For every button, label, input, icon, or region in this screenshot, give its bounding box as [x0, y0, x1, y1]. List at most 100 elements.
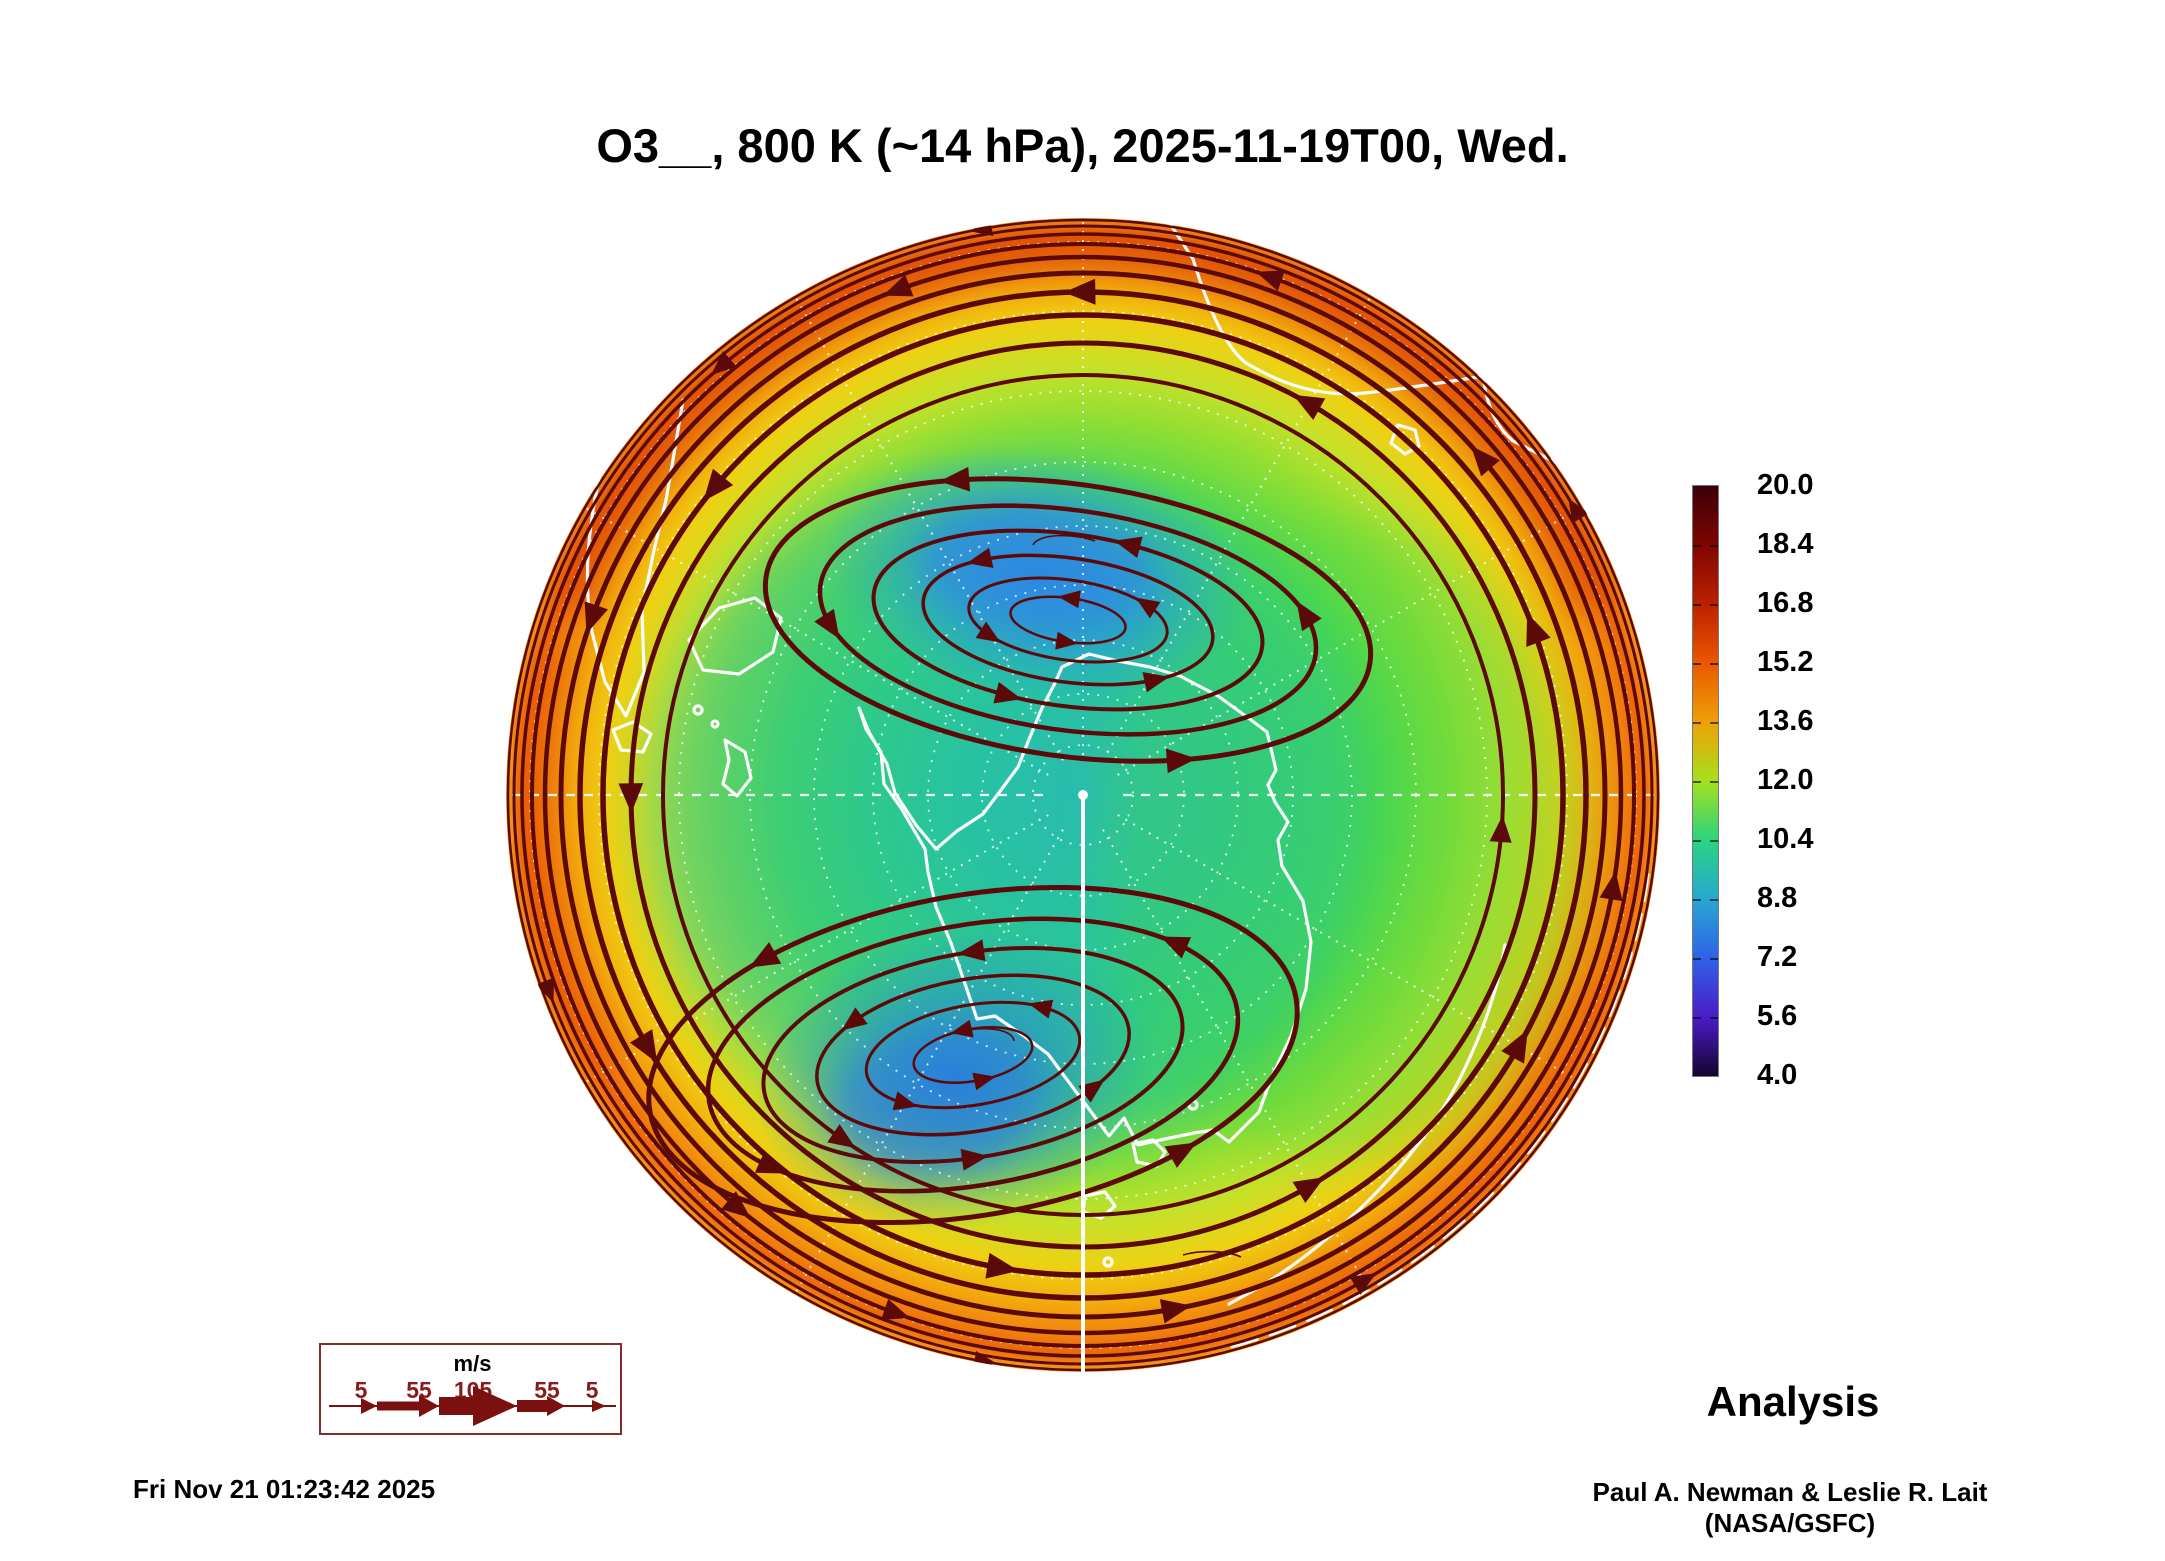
- streamline-arrowhead: [1159, 1299, 1192, 1324]
- streamline-arrowhead: [703, 468, 734, 502]
- colorbar-tick-mark: [1693, 899, 1701, 901]
- coastline-tierra-del-fuego: [611, 720, 653, 754]
- colorbar-tick-mark: [1710, 840, 1718, 842]
- streamline-arrowhead: [972, 1072, 996, 1091]
- streamline-arrowhead: [710, 350, 737, 376]
- colorbar-labels: 20.0 18.4 16.8 15.2 13.6 12.0 10.4 8.8 7.2 5.6 4.0: [1757, 470, 1897, 1090]
- streamline-arrowhead: [1114, 536, 1143, 559]
- colorbar-tick-mark: [1693, 722, 1701, 724]
- colorbar-tick-label: 12.0: [1757, 764, 1814, 796]
- streamline-arrowhead: [975, 621, 1001, 643]
- graticule-latitude-circle: [749, 461, 1417, 1129]
- streamline-arrowhead: [1501, 1029, 1528, 1064]
- colorbar-tick-label: 5.6: [1757, 1000, 1798, 1032]
- streamline-arrowhead: [535, 977, 555, 1003]
- streamline-arrowhead: [985, 1252, 1019, 1279]
- coastline-island-group: [687, 596, 783, 676]
- colorbar-tick-label: 13.6: [1757, 705, 1814, 737]
- streamline-arrowhead: [966, 547, 994, 568]
- streamline-arrowhead: [827, 1124, 856, 1149]
- wind-legend-unit: m/s: [453, 1351, 492, 1376]
- streamline-arrowhead: [1349, 1272, 1377, 1295]
- colorbar-tick-label: 15.2: [1757, 646, 1814, 678]
- streamline-arrowhead: [629, 1029, 658, 1063]
- streamline-arrowhead: [960, 1148, 989, 1171]
- colorbar-tick-mark: [1710, 545, 1718, 547]
- colorbar: [1692, 485, 1719, 1077]
- streamline: [864, 1000, 1082, 1110]
- streamline-arrowhead: [892, 1091, 918, 1111]
- wind-speed-legend: m/s 555105555: [319, 1343, 622, 1435]
- streamline-arrowhead: [754, 1151, 786, 1174]
- streamline-arrowhead: [1057, 590, 1081, 609]
- coastline-island-se1: [1131, 1138, 1167, 1168]
- colorbar-tick-mark: [1693, 781, 1701, 783]
- streamline: [817, 503, 1319, 737]
- island-dot: [575, 409, 587, 421]
- rim-high-ozone-lower-right: [1264, 976, 1613, 1325]
- streamline: [921, 553, 1215, 687]
- rim-high-ozone-top: [547, 225, 1619, 616]
- colorbar-tick-label: 7.2: [1757, 941, 1798, 973]
- streamline-arrowhead: [1028, 999, 1054, 1019]
- streamline: [967, 576, 1169, 664]
- analysis-label: Analysis: [1706, 1378, 1880, 1425]
- streamline-arrowhead: [957, 939, 986, 962]
- colorbar-tick-mark: [1693, 840, 1701, 842]
- wind-legend-value: 5: [585, 1377, 599, 1403]
- colorbar-tick-mark: [1710, 722, 1718, 724]
- streamline-arrowhead: [749, 942, 782, 968]
- colorbar-tick-label: 20.0: [1757, 469, 1814, 501]
- streamline-arrowhead: [584, 601, 608, 634]
- streamline-arrowhead: [841, 1007, 868, 1031]
- streamline-arrowhead: [1599, 871, 1623, 902]
- colorbar-tick-label: 16.8: [1757, 587, 1814, 619]
- colorbar-tick-label: 4.0: [1757, 1059, 1798, 1091]
- graticule-latitude-circle: [981, 693, 1185, 897]
- island-dot: [692, 704, 704, 716]
- coastline-tasmania: [1389, 423, 1421, 456]
- coastline-island-hook: [721, 738, 753, 798]
- south-pole-dot: [1078, 790, 1088, 800]
- graticule-latitude-circle: [678, 390, 1488, 1200]
- colorbar-tick-label: 18.4: [1757, 528, 1814, 560]
- streamline-arrowhead: [1135, 597, 1161, 619]
- coastline-rim-fragments: [1229, 873, 1650, 1349]
- streamline-arrowhead: [993, 681, 1022, 704]
- island-dot: [710, 719, 720, 729]
- streamline-arrowhead: [814, 608, 840, 639]
- colorbar-tick-label: 8.8: [1757, 882, 1798, 914]
- streamline-weak: [1182, 1250, 1242, 1258]
- graticule-latitude-circle: [872, 584, 1294, 1006]
- streamline-arrowhead: [1063, 278, 1096, 305]
- colorbar-tick-mark: [1693, 958, 1701, 960]
- colorbar-tick-mark: [1710, 604, 1718, 606]
- streamline: [815, 973, 1131, 1137]
- colorbar-tick-mark: [1710, 899, 1718, 901]
- graticule-latitude-circle: [927, 639, 1239, 951]
- colorbar-tick-mark: [1710, 1017, 1718, 1019]
- wind-arrow-glyph: [329, 1386, 616, 1426]
- streamline-arrowhead: [1470, 445, 1500, 477]
- coastline-antarctica: [857, 652, 1313, 1147]
- rim-high-ozone-left: [518, 648, 623, 1078]
- graticule-latitude-circle: [1032, 744, 1134, 846]
- streamline-arrowhead: [1160, 936, 1192, 959]
- wind-legend-value: 5: [354, 1377, 368, 1403]
- streamline-arrowhead: [618, 783, 644, 814]
- colorbar-tick-mark: [1710, 958, 1718, 960]
- streamline-arrowhead: [1256, 270, 1285, 292]
- streamline-arrowhead: [939, 466, 971, 492]
- colorbar-tick-mark: [1693, 545, 1701, 547]
- streamline-arrowhead: [1526, 612, 1551, 648]
- streamline: [762, 476, 1374, 764]
- colorbar-tick-mark: [1710, 781, 1718, 783]
- graticule-latitude-circle: [813, 525, 1353, 1065]
- streamline-arrowhead: [721, 1191, 751, 1218]
- colorbar-tick-mark: [1693, 604, 1701, 606]
- ozone-map: [506, 218, 1660, 1372]
- streamline-arrowhead: [1055, 631, 1079, 650]
- streamline: [646, 884, 1300, 1226]
- streamline-arrowhead: [882, 274, 914, 297]
